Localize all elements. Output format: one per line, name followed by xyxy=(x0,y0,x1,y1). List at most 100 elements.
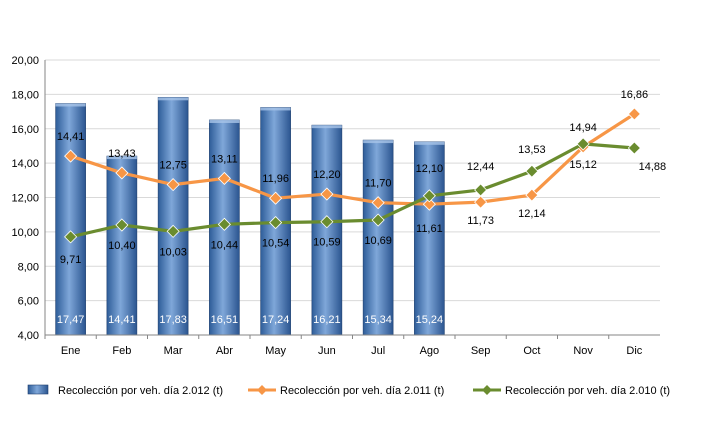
y-tick-label: 8,00 xyxy=(18,261,39,273)
bar xyxy=(414,141,445,336)
series-point xyxy=(422,197,436,211)
x-tick-label: Ene xyxy=(61,345,81,357)
series-point xyxy=(320,215,334,229)
series-point xyxy=(166,224,180,238)
point-value-label: 13,43 xyxy=(108,148,136,160)
series-point xyxy=(525,188,539,202)
series-point xyxy=(320,187,334,201)
x-tick-label: Jun xyxy=(318,345,336,357)
series-point xyxy=(474,183,488,197)
point-value-label: 12,44 xyxy=(467,161,495,173)
x-tick-label: Mar xyxy=(164,345,183,357)
line-series xyxy=(64,107,641,244)
bar-top-highlight xyxy=(55,103,86,107)
series-point xyxy=(627,141,641,155)
series-point xyxy=(371,196,385,210)
x-tick-label: Nov xyxy=(573,345,593,357)
y-tick-label: 16,00 xyxy=(11,124,39,136)
point-value-label: 14,41 xyxy=(57,131,85,143)
y-tick-label: 4,00 xyxy=(18,330,39,342)
bar xyxy=(55,103,86,336)
y-tick-label: 20,00 xyxy=(11,55,39,67)
point-value-label: 10,54 xyxy=(262,238,290,250)
legend-swatch xyxy=(27,384,49,395)
series-point xyxy=(115,218,129,232)
point-value-label: 10,40 xyxy=(108,240,136,252)
y-tick-label: 12,00 xyxy=(11,193,39,205)
series-point xyxy=(115,166,129,180)
point-value-label: 12,14 xyxy=(518,208,546,220)
point-value-label: 15,12 xyxy=(569,159,597,171)
bar xyxy=(157,96,189,336)
bar-top-highlight xyxy=(106,156,137,160)
point-value-label: 11,96 xyxy=(262,173,289,185)
data-labels: 17,47 14,41 17,83 16,51 17,24 16,21 15,34 15,24… xyxy=(57,89,666,326)
series-point xyxy=(217,217,231,231)
series-point xyxy=(64,149,78,163)
series-line xyxy=(70,112,636,206)
x-tick-label: Oct xyxy=(523,345,540,357)
y-tick-label: 14,00 xyxy=(11,158,39,170)
gridlines xyxy=(45,59,660,302)
legend-marker xyxy=(482,385,492,395)
series-point xyxy=(627,107,641,121)
series-point xyxy=(422,189,436,203)
series-point xyxy=(269,191,283,205)
x-tick-label: Sep xyxy=(471,345,491,357)
y-axis: 4,00 6,00 8,00 10,00 12,00 14,00 16,00 18,00 20,… xyxy=(11,55,46,342)
series-point xyxy=(166,178,180,192)
bar-top-highlight xyxy=(311,125,342,129)
point-value-label: 10,03 xyxy=(159,246,187,258)
bar-value-label: 16,51 xyxy=(211,314,239,326)
y-tick-label: 18,00 xyxy=(11,89,39,101)
series-point xyxy=(217,171,231,185)
bar xyxy=(311,124,343,336)
series-point xyxy=(64,230,78,244)
point-value-label: 9,71 xyxy=(60,254,81,266)
bar-top-highlight xyxy=(209,119,240,123)
bar-value-label: 16,21 xyxy=(313,314,341,326)
bar-value-label: 14,41 xyxy=(108,314,136,326)
series-line xyxy=(70,142,635,239)
x-tick-label: May xyxy=(265,345,286,357)
x-tick-label: Ago xyxy=(420,345,440,357)
x-tick-label: Feb xyxy=(112,345,131,357)
series-point xyxy=(269,216,283,230)
legend-marker xyxy=(257,385,267,395)
bar-top-highlight xyxy=(414,141,445,145)
series-point xyxy=(474,195,488,209)
point-value-label: 11,73 xyxy=(467,215,494,227)
point-value-label: 10,69 xyxy=(364,235,392,247)
point-value-label: 16,86 xyxy=(621,89,649,101)
bar-top-highlight xyxy=(363,140,394,144)
point-value-label: 13,11 xyxy=(211,153,238,165)
point-value-label: 12,20 xyxy=(313,169,341,181)
point-value-label: 10,59 xyxy=(313,237,341,249)
point-value-label: 12,10 xyxy=(416,163,444,175)
legend: Recolección por veh. día 2.012 (t) Recole… xyxy=(27,384,670,397)
legend-label: Recolección por veh. día 2.010 (t) xyxy=(505,385,670,397)
point-value-label: 13,53 xyxy=(518,144,546,156)
point-value-label: 14,88 xyxy=(639,161,667,173)
bar-value-label: 17,24 xyxy=(262,314,290,326)
bar-value-label: 15,24 xyxy=(416,314,444,326)
legend-label: Recolección por veh. día 2.012 (t) xyxy=(58,385,223,397)
y-tick-label: 10,00 xyxy=(11,227,39,239)
series-point xyxy=(525,164,539,178)
point-value-label: 11,70 xyxy=(365,178,392,190)
bar-value-label: 17,47 xyxy=(57,314,85,326)
bar-value-label: 15,34 xyxy=(364,314,392,326)
x-tick-label: Dic xyxy=(626,345,642,357)
x-tick-label: Jul xyxy=(371,345,385,357)
bar-top-highlight xyxy=(260,107,291,111)
point-value-label: 12,75 xyxy=(159,160,187,172)
bar-top-highlight xyxy=(158,97,189,101)
point-value-label: 10,44 xyxy=(211,239,239,251)
series-point xyxy=(576,137,590,151)
series-point xyxy=(371,213,385,227)
y-tick-label: 6,00 xyxy=(18,296,39,308)
point-value-label: 11,61 xyxy=(416,223,443,235)
legend-label: Recolección por veh. día 2.011 (t) xyxy=(280,385,444,397)
x-tick-label: Abr xyxy=(216,345,233,357)
